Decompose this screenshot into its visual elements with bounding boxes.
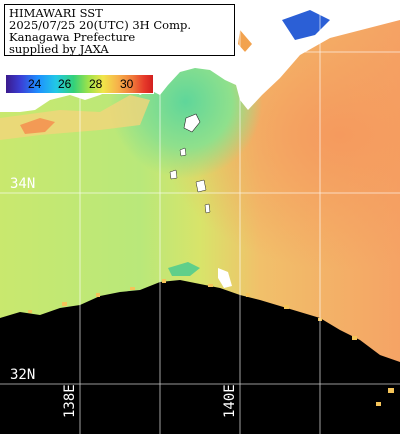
colorbar-tick: 26 [58,77,72,91]
tokyo-bay-water [282,10,330,40]
mask-edge-speckles [28,279,394,406]
observation-time: 2025/07/25 20(UTC) 3H Comp. [9,18,192,32]
region-name: Kanagawa Prefecture [9,30,136,44]
latitude-label: 32N [10,367,36,383]
cool-water-tongue [168,262,200,276]
island-oshima [183,113,201,133]
latitude-label: 34N [10,176,36,192]
colorbar-tick: 30 [120,77,134,91]
data-credit: supplied by JAXA [9,42,109,56]
island-hachijojima [218,268,232,288]
colorbar-tick: 24 [28,77,42,91]
island-kozushima [169,169,178,180]
colorbar-tick: 28 [89,77,103,91]
warm-patch [20,118,55,134]
island-miyakejima [195,179,207,193]
temperature-colorbar: 24 26 28 30 [5,74,154,94]
longitude-label: 138E [62,384,78,418]
island-mikurajima [204,203,211,214]
no-data-mask [0,280,400,434]
info-box: HIMAWARI SST 2025/07/25 20(UTC) 3H Comp.… [4,4,235,56]
island-niijima [179,147,187,157]
coastal-warm-spot [238,30,252,52]
longitude-label: 140E [222,384,238,418]
product-title: HIMAWARI SST [9,6,103,20]
